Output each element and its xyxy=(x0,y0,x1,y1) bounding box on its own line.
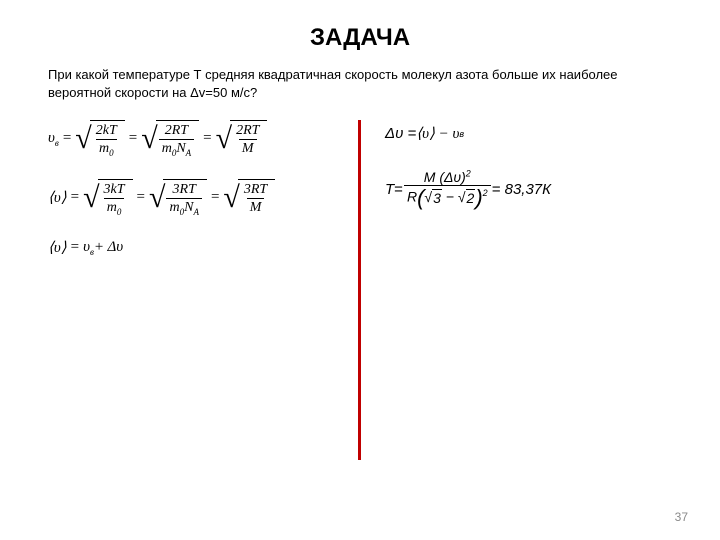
eq1-sqrt1: √2kTm0 xyxy=(75,120,124,157)
eq1-lhs-var: υв xyxy=(48,130,59,147)
eq3-lhs: ⟨υ⟩ xyxy=(48,238,67,257)
eq1-sqrt3: √2RTM xyxy=(216,120,268,157)
equation-1: υв = √2kTm0 = √2RTm0NA = √2RTM xyxy=(48,120,338,157)
equation-temperature: T = M (Δυ)2 R(√3 − √2)2 = 83,37К xyxy=(385,169,671,209)
eq2-sqrt2: √3RTm0NA xyxy=(149,179,207,216)
eq2-lhs: ⟨υ⟩ xyxy=(48,188,67,207)
eq2-sqrt3: √3RTM xyxy=(223,179,275,216)
problem-statement: При какой температуре Т средняя квадрати… xyxy=(0,66,720,102)
eq2-sqrt1: √3kTm0 xyxy=(83,179,132,216)
equation-2: ⟨υ⟩ = √3kTm0 = √3RTm0NA = √3RTM xyxy=(48,179,338,216)
equation-delta-v: Δυ = ⟨υ⟩ − υв xyxy=(385,124,671,143)
right-column: Δυ = ⟨υ⟩ − υв T = M (Δυ)2 R(√3 − √2)2 = … xyxy=(361,120,671,460)
eq1-sqrt2: √2RTm0NA xyxy=(141,120,199,157)
slide-title: ЗАДАЧА xyxy=(0,0,720,66)
left-column: υв = √2kTm0 = √2RTm0NA = √2RTM ⟨υ⟩ = √3k… xyxy=(48,120,358,460)
content-area: υв = √2kTm0 = √2RTm0NA = √2RTM ⟨υ⟩ = √3k… xyxy=(0,120,720,460)
equation-3: ⟨υ⟩ = υв + Δυ xyxy=(48,238,338,257)
page-number: 37 xyxy=(675,510,688,524)
